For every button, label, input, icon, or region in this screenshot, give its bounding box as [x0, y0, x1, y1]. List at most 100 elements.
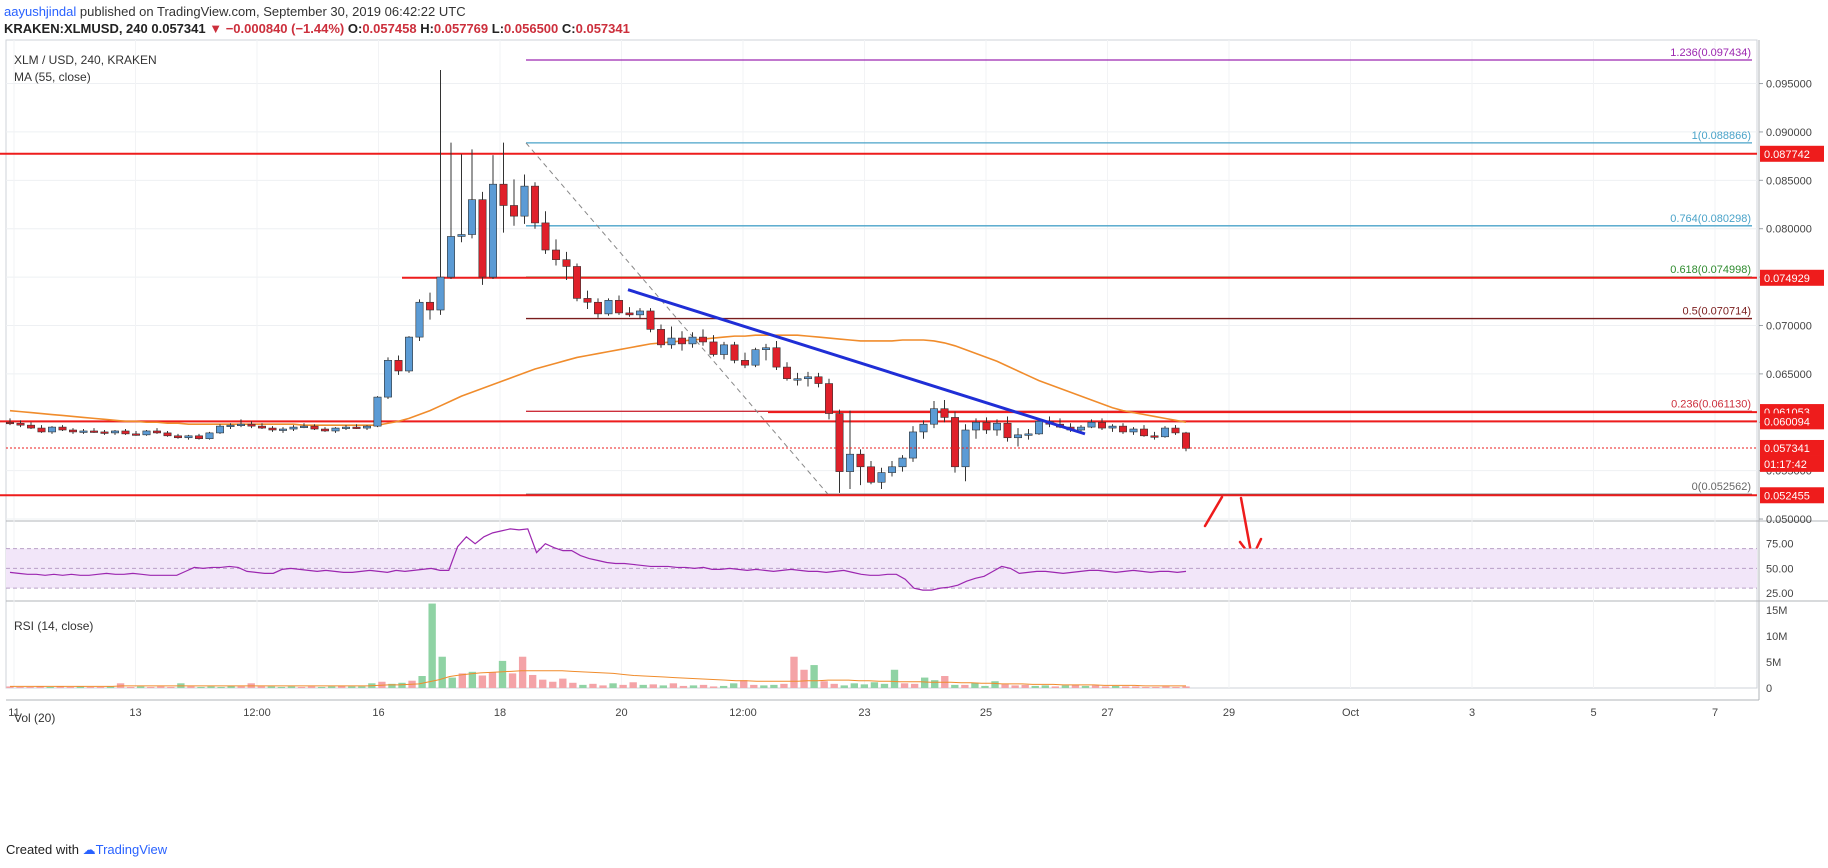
volume-bar [669, 683, 678, 688]
candle [919, 420, 928, 439]
candle-body [216, 425, 224, 434]
author-link[interactable]: aayushjindal [4, 4, 77, 19]
candle-body [174, 435, 182, 439]
candle [657, 324, 665, 348]
candle [1161, 426, 1169, 438]
volume-bar [880, 683, 889, 688]
volume-bar [629, 682, 637, 688]
candle [510, 179, 518, 226]
volume-bar [679, 685, 688, 688]
candle [58, 425, 67, 431]
volume-bar [197, 686, 205, 688]
candle [846, 410, 854, 490]
candle-body [562, 259, 571, 267]
volume-bar [167, 686, 175, 688]
created-with-text: Created with [6, 842, 79, 857]
chart-title: XLM / USD, 240, KRAKEN [14, 53, 157, 67]
open-label: O: [347, 21, 363, 36]
volume-bar [539, 679, 547, 688]
candle [1150, 431, 1159, 440]
price-tick-label: 0.090000 [1766, 127, 1812, 139]
candle-body [552, 249, 560, 260]
candle [594, 298, 602, 318]
candle [174, 433, 182, 439]
candle-body [247, 423, 256, 427]
candle [762, 343, 770, 361]
candle-body [940, 408, 949, 418]
volume-tick-label: 0 [1766, 683, 1772, 695]
volume-bar [719, 685, 728, 688]
volume-bar [760, 685, 768, 688]
volume-bar [689, 685, 698, 688]
rsi-line [9, 528, 1187, 591]
candle-body [772, 347, 781, 368]
candle-body [741, 360, 749, 366]
volume-bar [398, 682, 406, 688]
candle-body [636, 310, 644, 316]
volume-bar [317, 686, 326, 688]
candle-body [37, 427, 46, 433]
candle-body [646, 310, 655, 330]
candle-body [279, 428, 287, 431]
candle [972, 418, 980, 439]
candle [310, 424, 319, 430]
volume-bar [217, 686, 225, 688]
time-tick-label: 18 [494, 707, 506, 719]
candle-body [573, 266, 581, 299]
volume-bar [1021, 684, 1029, 688]
volume-bar [1081, 685, 1090, 688]
candle [457, 154, 466, 243]
volume-bar [780, 683, 788, 688]
candle [1140, 425, 1148, 437]
volume-bar [56, 686, 64, 688]
volume-bar [1172, 686, 1180, 688]
candle-body [930, 408, 938, 425]
time-tick-label: 7 [1712, 707, 1718, 719]
volume-bar [498, 660, 507, 688]
candle-body [132, 433, 140, 436]
candle [856, 449, 865, 486]
candle-body [258, 425, 266, 429]
price-level-badge-label: 0.087742 [1764, 149, 1810, 161]
candle-body [121, 430, 130, 435]
candle-body [657, 329, 665, 346]
candle [331, 427, 340, 433]
candle [772, 340, 781, 370]
candle [646, 308, 655, 333]
candle-body [226, 424, 235, 427]
last-price: 0.057341 [151, 21, 206, 36]
candle [415, 299, 424, 341]
volume-bar [910, 683, 919, 688]
footer: Created with ☁TradingView [6, 842, 167, 858]
price-level-badge-label: 0.074929 [1764, 273, 1810, 285]
candle-body [373, 396, 382, 427]
last-price-badge-label: 01:17:42 [1764, 459, 1807, 471]
close-label: C: [561, 21, 576, 36]
volume-bar [46, 686, 54, 688]
volume-bar [348, 686, 356, 688]
candle-body [520, 185, 529, 217]
candle-body [142, 430, 151, 436]
published-text: published on TradingView.com, September … [79, 4, 466, 19]
candle [835, 409, 844, 493]
candle [405, 336, 413, 373]
candle [751, 347, 760, 368]
candle-body [699, 336, 707, 343]
tradingview-brand[interactable]: TradingView [95, 842, 168, 857]
time-tick-label: 5 [1590, 707, 1596, 719]
volume-bar [468, 671, 477, 688]
candle-body [48, 426, 56, 433]
candle-body [1024, 433, 1033, 436]
published-line: aayushjindal published on TradingView.co… [4, 4, 466, 20]
time-tick-label: 3 [1469, 707, 1475, 719]
candle-body [846, 453, 854, 472]
time-tick-label: 25 [980, 707, 992, 719]
price-change: ▼ −0.000840 (−1.44%) [209, 21, 345, 36]
candle-body [436, 276, 445, 311]
candle-body [1182, 432, 1190, 449]
candle [184, 434, 193, 440]
candle-body [1077, 426, 1085, 431]
candle-body [90, 430, 98, 433]
volume-bar [649, 684, 657, 688]
